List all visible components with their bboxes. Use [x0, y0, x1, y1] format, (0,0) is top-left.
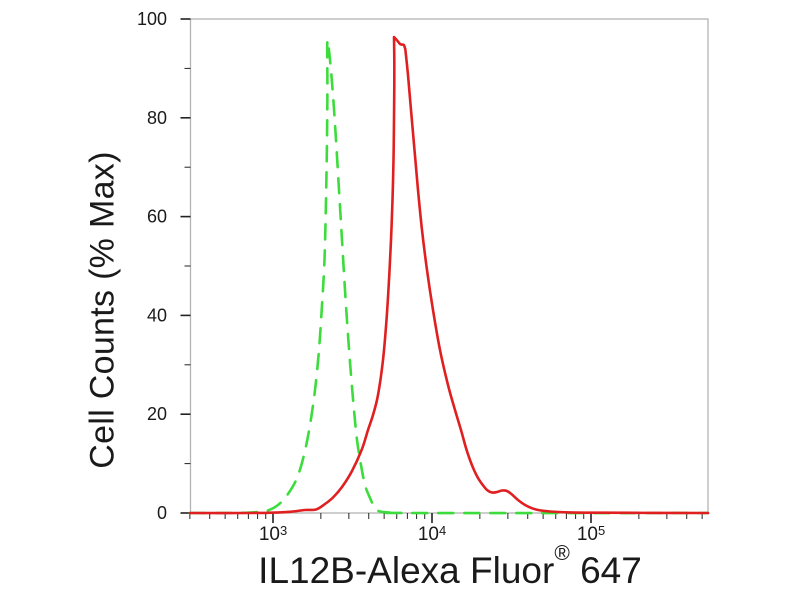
svg-text:104: 104: [418, 523, 446, 545]
svg-text:40: 40: [147, 305, 167, 325]
svg-text:103: 103: [259, 523, 287, 545]
svg-text:0: 0: [157, 503, 167, 523]
svg-text:100: 100: [137, 9, 167, 29]
svg-text:60: 60: [147, 207, 167, 227]
svg-text:105: 105: [577, 523, 605, 545]
svg-text:20: 20: [147, 404, 167, 424]
svg-text:80: 80: [147, 108, 167, 128]
